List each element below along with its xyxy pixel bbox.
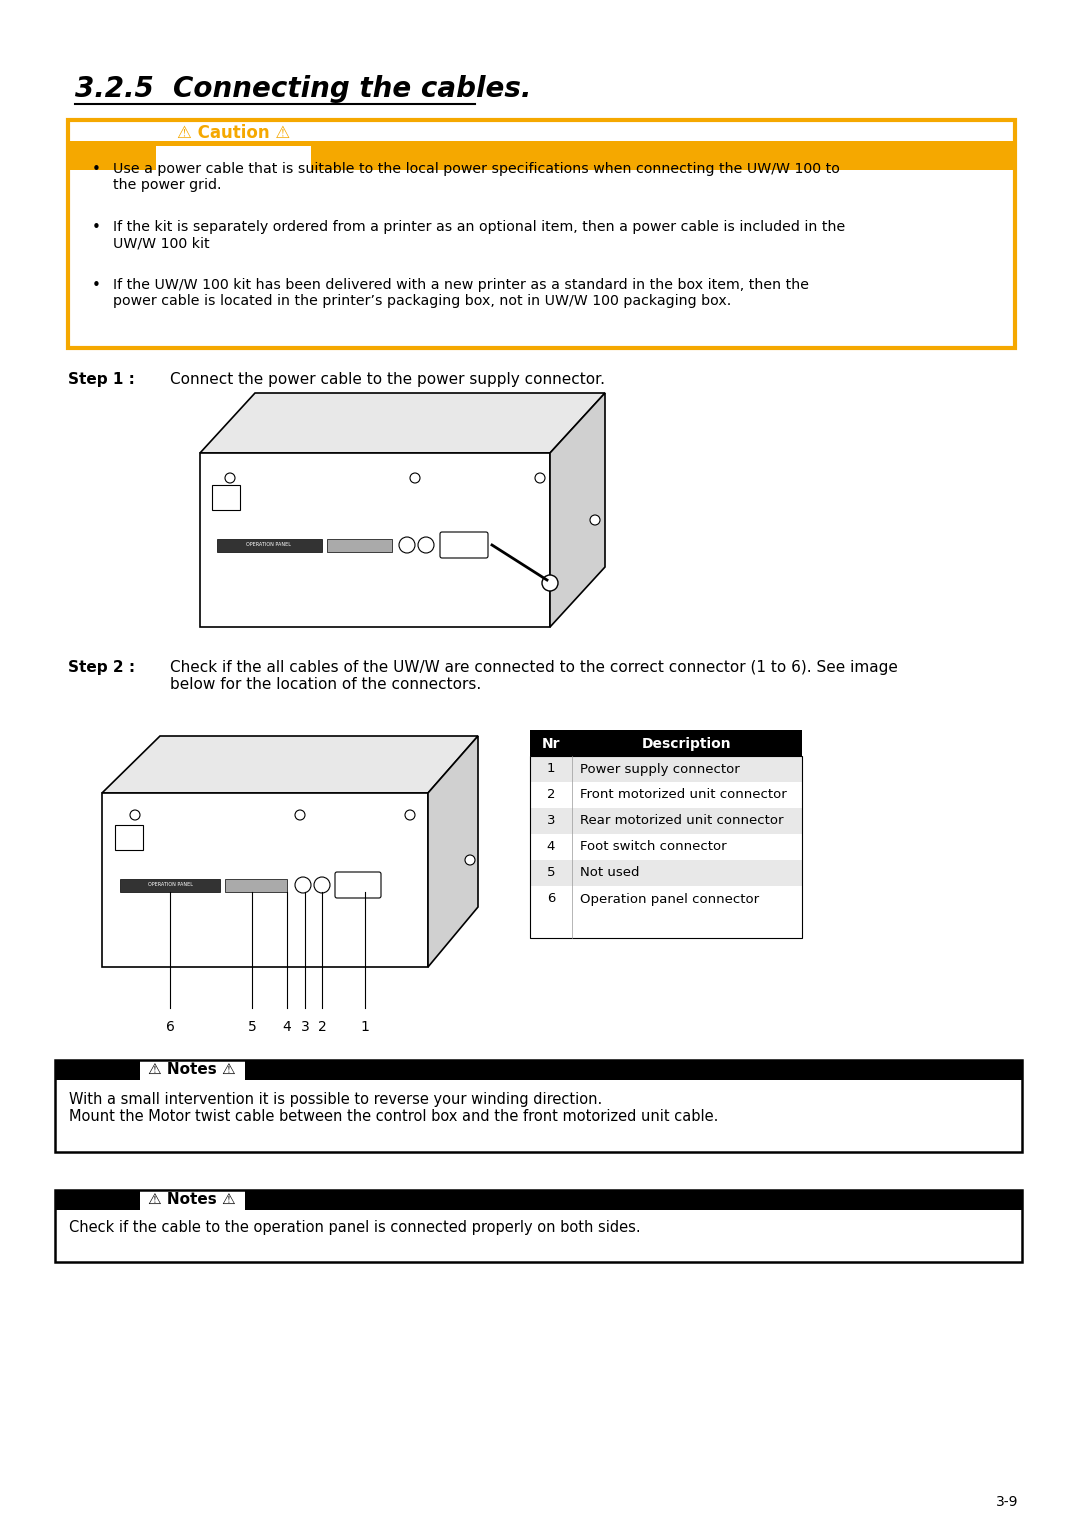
Text: 2: 2 <box>546 788 555 802</box>
Text: •: • <box>92 162 100 177</box>
Text: 3: 3 <box>300 1020 309 1034</box>
Bar <box>245 1190 1022 1209</box>
Text: ⚠ Notes ⚠: ⚠ Notes ⚠ <box>148 1061 235 1077</box>
Bar <box>327 539 392 551</box>
Text: Foot switch connector: Foot switch connector <box>580 840 727 854</box>
Text: Power supply connector: Power supply connector <box>580 762 740 776</box>
Bar <box>530 756 802 782</box>
Text: 4: 4 <box>546 840 555 854</box>
FancyBboxPatch shape <box>335 872 381 898</box>
Bar <box>55 1190 1022 1261</box>
Bar <box>530 834 802 860</box>
Text: Nr: Nr <box>542 738 561 751</box>
Text: Use a power cable that is suitable to the local power specifications when connec: Use a power cable that is suitable to th… <box>113 162 840 192</box>
Bar <box>55 1060 140 1080</box>
Text: Step 2 :: Step 2 : <box>68 660 135 675</box>
Bar <box>530 756 802 938</box>
Polygon shape <box>200 454 550 628</box>
Text: 2: 2 <box>318 1020 326 1034</box>
Polygon shape <box>102 793 428 967</box>
Circle shape <box>314 876 330 893</box>
Bar <box>530 782 802 808</box>
Text: OPERATION PANEL: OPERATION PANEL <box>246 542 292 548</box>
Text: 1: 1 <box>361 1020 369 1034</box>
Text: 4: 4 <box>283 1020 292 1034</box>
Text: Rear motorized unit connector: Rear motorized unit connector <box>580 814 783 828</box>
Text: If the kit is separately ordered from a printer as an optional item, then a powe: If the kit is separately ordered from a … <box>113 220 846 250</box>
Text: If the UW/W 100 kit has been delivered with a new printer as a standard in the b: If the UW/W 100 kit has been delivered w… <box>113 278 809 308</box>
Circle shape <box>405 809 415 820</box>
Bar <box>311 147 1015 169</box>
Text: Description: Description <box>643 738 732 751</box>
Bar <box>120 880 220 892</box>
Circle shape <box>542 576 558 591</box>
Text: •: • <box>92 220 100 235</box>
Bar <box>530 886 802 912</box>
Text: Front motorized unit connector: Front motorized unit connector <box>580 788 786 802</box>
Circle shape <box>295 809 305 820</box>
Circle shape <box>410 473 420 483</box>
Text: 5: 5 <box>247 1020 256 1034</box>
Text: OPERATION PANEL: OPERATION PANEL <box>148 883 192 887</box>
Text: 6: 6 <box>546 892 555 906</box>
Bar <box>217 539 322 551</box>
Polygon shape <box>550 392 605 628</box>
Bar <box>55 1060 1022 1151</box>
Text: 3.2.5  Connecting the cables.: 3.2.5 Connecting the cables. <box>75 75 531 102</box>
Bar <box>530 860 802 886</box>
Circle shape <box>295 876 311 893</box>
Polygon shape <box>428 736 478 967</box>
Text: Check if the cable to the operation panel is connected properly on both sides.: Check if the cable to the operation pane… <box>69 1220 640 1235</box>
Circle shape <box>130 809 140 820</box>
Bar <box>225 880 287 892</box>
Text: Not used: Not used <box>580 866 639 880</box>
FancyBboxPatch shape <box>440 531 488 557</box>
Polygon shape <box>200 392 605 454</box>
Text: 5: 5 <box>546 866 555 880</box>
Bar <box>212 486 240 510</box>
Bar <box>68 140 1015 147</box>
Text: 3-9: 3-9 <box>996 1495 1018 1509</box>
Bar <box>530 730 802 756</box>
Text: Check if the all cables of the UW/W are connected to the correct connector (1 to: Check if the all cables of the UW/W are … <box>170 660 897 692</box>
Text: Connect the power cable to the power supply connector.: Connect the power cable to the power sup… <box>170 373 605 386</box>
Circle shape <box>535 473 545 483</box>
Bar <box>68 147 156 169</box>
Bar <box>245 1060 1022 1080</box>
Circle shape <box>465 855 475 864</box>
Circle shape <box>590 515 600 525</box>
Circle shape <box>399 538 415 553</box>
Circle shape <box>225 473 235 483</box>
Text: ⚠ Caution ⚠: ⚠ Caution ⚠ <box>177 124 291 142</box>
Circle shape <box>418 538 434 553</box>
Bar <box>68 121 1015 348</box>
Text: Step 1 :: Step 1 : <box>68 373 135 386</box>
Text: 1: 1 <box>546 762 555 776</box>
Text: 6: 6 <box>165 1020 175 1034</box>
Bar <box>530 808 802 834</box>
Text: With a small intervention it is possible to reverse your winding direction.
Moun: With a small intervention it is possible… <box>69 1092 718 1124</box>
Text: ⚠ Notes ⚠: ⚠ Notes ⚠ <box>148 1193 235 1206</box>
Polygon shape <box>102 736 478 793</box>
Text: Operation panel connector: Operation panel connector <box>580 892 759 906</box>
Text: •: • <box>92 278 100 293</box>
Bar <box>55 1190 140 1209</box>
Bar <box>114 825 143 851</box>
Text: 3: 3 <box>546 814 555 828</box>
